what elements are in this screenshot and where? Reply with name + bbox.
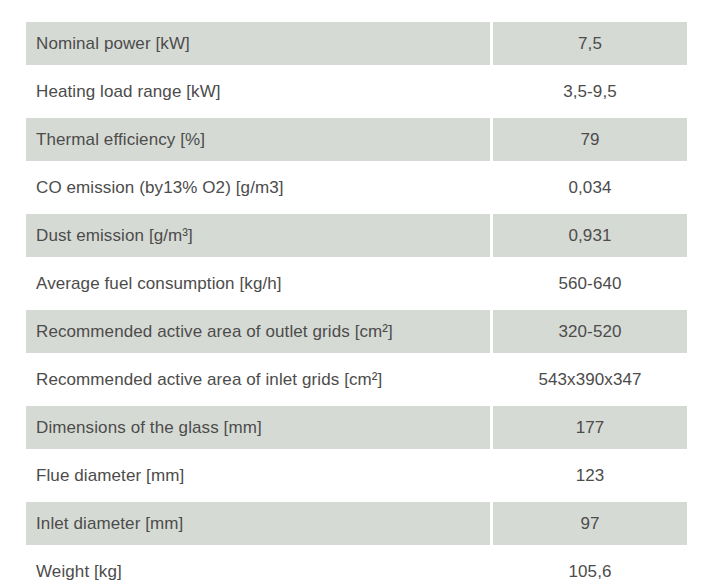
- table-row: Thermal efficiency [%] 79: [26, 118, 687, 161]
- spec-label: Nominal power [kW]: [26, 22, 490, 65]
- table-row: Nominal power [kW] 7,5: [26, 22, 687, 65]
- spec-value: 3,5-9,5: [493, 70, 687, 113]
- spec-value: 7,5: [493, 22, 687, 65]
- spec-value: 177: [493, 406, 687, 449]
- table-row: Recommended active area of outlet grids …: [26, 310, 687, 353]
- table-row: Inlet diameter [mm] 97: [26, 502, 687, 545]
- spec-label: Thermal efficiency [%]: [26, 118, 490, 161]
- spec-value: 105,6: [493, 550, 687, 584]
- table-row: CO emission (by13% O2) [g/m3] 0,034: [26, 166, 687, 209]
- spec-value: 0,034: [493, 166, 687, 209]
- spec-value: 123: [493, 454, 687, 497]
- spec-label: Recommended active area of inlet grids […: [26, 358, 490, 401]
- table-row: Recommended active area of inlet grids […: [26, 358, 687, 401]
- table-row: Dimensions of the glass [mm] 177: [26, 406, 687, 449]
- spec-label: Weight [kg]: [26, 550, 490, 584]
- table-row: Dust emission [g/m³] 0,931: [26, 214, 687, 257]
- table-row: Average fuel consumption [kg/h] 560-640: [26, 262, 687, 305]
- spec-value: 79: [493, 118, 687, 161]
- spec-label: Inlet diameter [mm]: [26, 502, 490, 545]
- spec-label: Dimensions of the glass [mm]: [26, 406, 490, 449]
- spec-label: Flue diameter [mm]: [26, 454, 490, 497]
- spec-label: Average fuel consumption [kg/h]: [26, 262, 490, 305]
- table-row: Weight [kg] 105,6: [26, 550, 687, 584]
- spec-label: Heating load range [kW]: [26, 70, 490, 113]
- spec-value: 560-640: [493, 262, 687, 305]
- spec-label: Recommended active area of outlet grids …: [26, 310, 490, 353]
- spec-label: Dust emission [g/m³]: [26, 214, 490, 257]
- spec-value: 97: [493, 502, 687, 545]
- spec-value: 320-520: [493, 310, 687, 353]
- spec-value: 0,931: [493, 214, 687, 257]
- spec-table: Nominal power [kW] 7,5 Heating load rang…: [23, 17, 690, 584]
- table-row: Flue diameter [mm] 123: [26, 454, 687, 497]
- spec-label: CO emission (by13% O2) [g/m3]: [26, 166, 490, 209]
- spec-value: 543x390x347: [493, 358, 687, 401]
- spec-sheet-page: Nominal power [kW] 7,5 Heating load rang…: [0, 0, 706, 584]
- table-row: Heating load range [kW] 3,5-9,5: [26, 70, 687, 113]
